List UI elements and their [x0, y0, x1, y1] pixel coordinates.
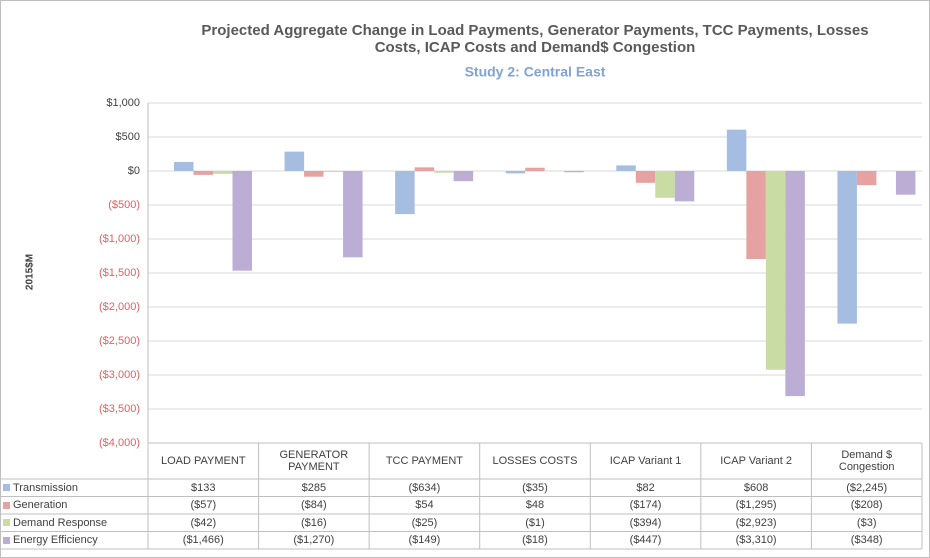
table-value: ($149): [408, 534, 441, 547]
table-value: $48: [525, 499, 545, 512]
table-value: ($2,245): [846, 481, 888, 494]
y-tick-label: $500: [116, 131, 140, 143]
bar: [284, 151, 305, 171]
bar: [323, 171, 344, 173]
legend-entry: Generation: [3, 497, 67, 515]
legend-swatch: [3, 484, 10, 492]
bar: [395, 171, 415, 215]
x-tick-label: LOSSES COSTS: [492, 455, 578, 467]
legend-label: Demand Response: [13, 516, 108, 529]
table-value: ($394): [629, 516, 662, 529]
bar: [213, 171, 233, 174]
bar: [895, 171, 916, 195]
table-value: ($348): [850, 534, 883, 547]
bar: [616, 165, 636, 171]
x-tick-label: ICAP Variant 2: [720, 455, 792, 467]
table-value: ($2,923): [735, 516, 777, 529]
x-tick-label: Demand $ Congestion: [838, 449, 895, 473]
bar: [564, 171, 584, 173]
y-tick-label: $0: [128, 165, 140, 177]
table-value: $285: [301, 481, 327, 494]
legend-label: Transmission: [13, 481, 78, 494]
x-tick-label: LOAD PAYMENT: [161, 455, 246, 467]
y-tick-label: ($4,000): [99, 437, 140, 449]
bar: [765, 171, 786, 370]
table-value: ($447): [629, 534, 662, 547]
chart-subtitle: Study 2: Central East: [465, 64, 606, 80]
bar: [453, 171, 474, 182]
table-value: ($1,270): [293, 534, 335, 547]
legend-entry: Energy Efficiency: [3, 532, 98, 550]
table-value: $133: [191, 481, 216, 494]
y-tick-label: ($3,000): [99, 369, 140, 381]
chart-title: Projected Aggregate Change in Load Payme…: [201, 22, 869, 56]
bar: [635, 171, 656, 183]
legend-swatch: [3, 536, 10, 544]
table-value: ($84): [301, 499, 327, 512]
table-value: $82: [636, 481, 655, 494]
bar: [505, 171, 526, 174]
y-tick-label: ($500): [108, 199, 140, 211]
y-tick-label: ($1,000): [99, 233, 140, 245]
table-value: ($57): [190, 499, 217, 512]
y-tick-label: ($2,500): [99, 335, 140, 347]
bar: [674, 171, 695, 202]
legend-entry: Transmission: [3, 479, 78, 497]
bar: [434, 171, 454, 173]
bar: [837, 171, 857, 324]
x-tick-label: GENERATOR PAYMENT: [279, 449, 349, 473]
bar: [304, 171, 324, 177]
y-axis-label: 2015$M: [25, 254, 36, 290]
bar: [343, 171, 363, 258]
table-value: ($634): [408, 481, 441, 494]
bar: [174, 161, 194, 171]
table-value: ($3,310): [735, 534, 777, 547]
table-value: $54: [415, 499, 434, 512]
table-value: ($3): [856, 516, 877, 529]
bar: [746, 171, 766, 260]
y-tick-label: ($1,500): [99, 267, 140, 279]
bar: [655, 171, 675, 198]
title-box: Projected Aggregate Change in Load Payme…: [201, 22, 869, 56]
legend-swatch: [3, 519, 10, 527]
table-value: ($1,466): [182, 534, 224, 547]
y-tick-label: $1,000: [106, 97, 140, 109]
table-value: ($42): [190, 516, 217, 529]
table-value: ($18): [522, 534, 548, 547]
bar: [785, 171, 805, 397]
bar: [232, 171, 252, 271]
table-value: ($35): [522, 481, 548, 494]
bar: [193, 171, 213, 175]
bar: [525, 167, 545, 171]
legend-label: Energy Efficiency: [13, 534, 98, 547]
x-tick-label: TCC PAYMENT: [385, 455, 464, 467]
legend-label: Generation: [13, 499, 68, 512]
table-value: ($1,295): [735, 499, 777, 512]
table-value: ($25): [411, 516, 438, 529]
table-value: ($1): [525, 516, 545, 529]
legend-swatch: [3, 501, 10, 509]
bar: [414, 167, 435, 171]
bar: [856, 171, 877, 186]
table-value: ($16): [301, 516, 327, 529]
bar: [726, 129, 747, 171]
x-tick-label: ICAP Variant 1: [609, 455, 682, 467]
y-tick-label: ($2,000): [99, 301, 140, 313]
table-value: $608: [743, 481, 769, 494]
y-tick-label: ($3,500): [99, 403, 140, 415]
legend-entry: Demand Response: [3, 514, 107, 532]
table-value: ($208): [850, 499, 883, 512]
table-value: ($174): [629, 499, 662, 512]
